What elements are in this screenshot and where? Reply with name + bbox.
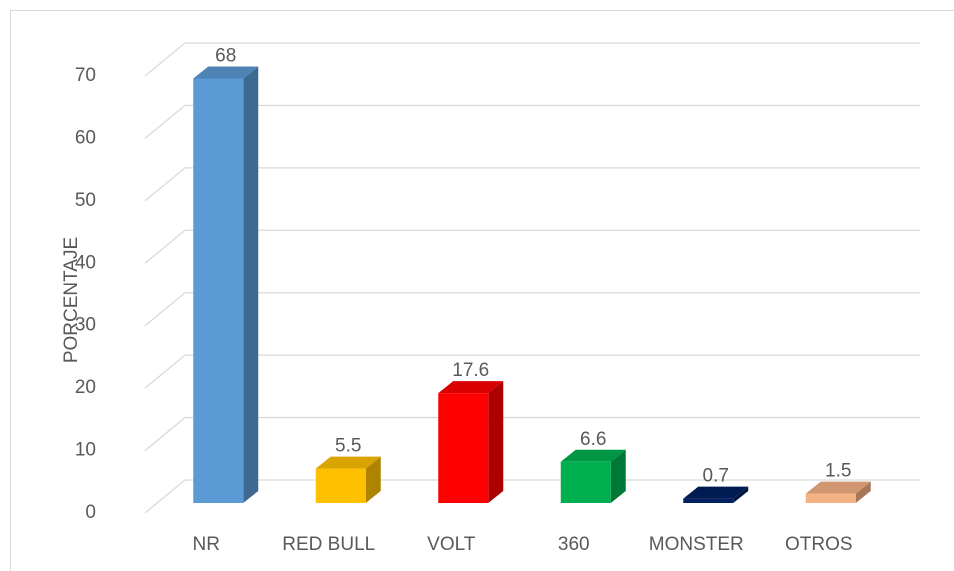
data-label: 0.7 xyxy=(703,466,729,487)
y-tick-label: 30 xyxy=(75,315,96,336)
bar-top xyxy=(683,486,749,499)
y-tick-label: 40 xyxy=(75,252,96,273)
bar-front xyxy=(193,78,244,503)
bar xyxy=(683,486,749,503)
bar xyxy=(805,481,871,503)
bar-top xyxy=(438,381,504,394)
grid-line xyxy=(144,42,920,77)
x-tick-label: VOLT xyxy=(427,534,476,555)
y-tick-label: 50 xyxy=(75,190,96,211)
grid-line xyxy=(144,354,920,389)
x-tick-label: NR xyxy=(193,534,220,555)
data-label: 5.5 xyxy=(335,436,361,457)
bar-front xyxy=(683,498,734,503)
bar-side xyxy=(243,66,259,503)
bar-front xyxy=(438,393,489,503)
bar-top xyxy=(560,449,626,462)
bar-side xyxy=(488,381,504,503)
bar-top xyxy=(805,481,871,494)
grid-line xyxy=(144,104,920,139)
data-label: 6.6 xyxy=(580,429,606,450)
y-tick-label: 60 xyxy=(75,127,96,148)
y-tick-label: 0 xyxy=(85,502,96,523)
bar-side xyxy=(733,486,749,503)
bar xyxy=(193,66,259,503)
bar-side xyxy=(610,449,626,503)
data-label: 17.6 xyxy=(452,360,489,381)
bar-front xyxy=(315,468,366,503)
x-tick-label: RED BULL xyxy=(282,534,375,555)
x-tick-label: 360 xyxy=(558,534,590,555)
grid-line xyxy=(144,416,920,452)
bar xyxy=(315,456,381,503)
y-axis-title: PORCENTAJE xyxy=(61,237,82,363)
y-tick-label: 10 xyxy=(75,440,96,461)
bar-side xyxy=(855,481,871,503)
bar xyxy=(438,381,504,503)
data-label: 1.5 xyxy=(825,461,851,482)
bar-top xyxy=(315,456,381,469)
y-tick-label: 20 xyxy=(75,377,96,398)
grid-line xyxy=(144,229,920,264)
y-tick-label: 70 xyxy=(75,65,96,86)
data-label: 68 xyxy=(215,46,236,67)
x-tick-label: MONSTER xyxy=(649,534,744,555)
grid-line xyxy=(144,479,920,514)
x-tick-label: OTROS xyxy=(785,534,853,555)
bar-side xyxy=(365,456,381,503)
bar-top xyxy=(193,66,259,79)
bar-front xyxy=(805,493,856,503)
grid-line xyxy=(144,167,920,202)
bar xyxy=(560,449,626,503)
grid-line xyxy=(144,292,920,327)
bar-front xyxy=(560,461,611,503)
